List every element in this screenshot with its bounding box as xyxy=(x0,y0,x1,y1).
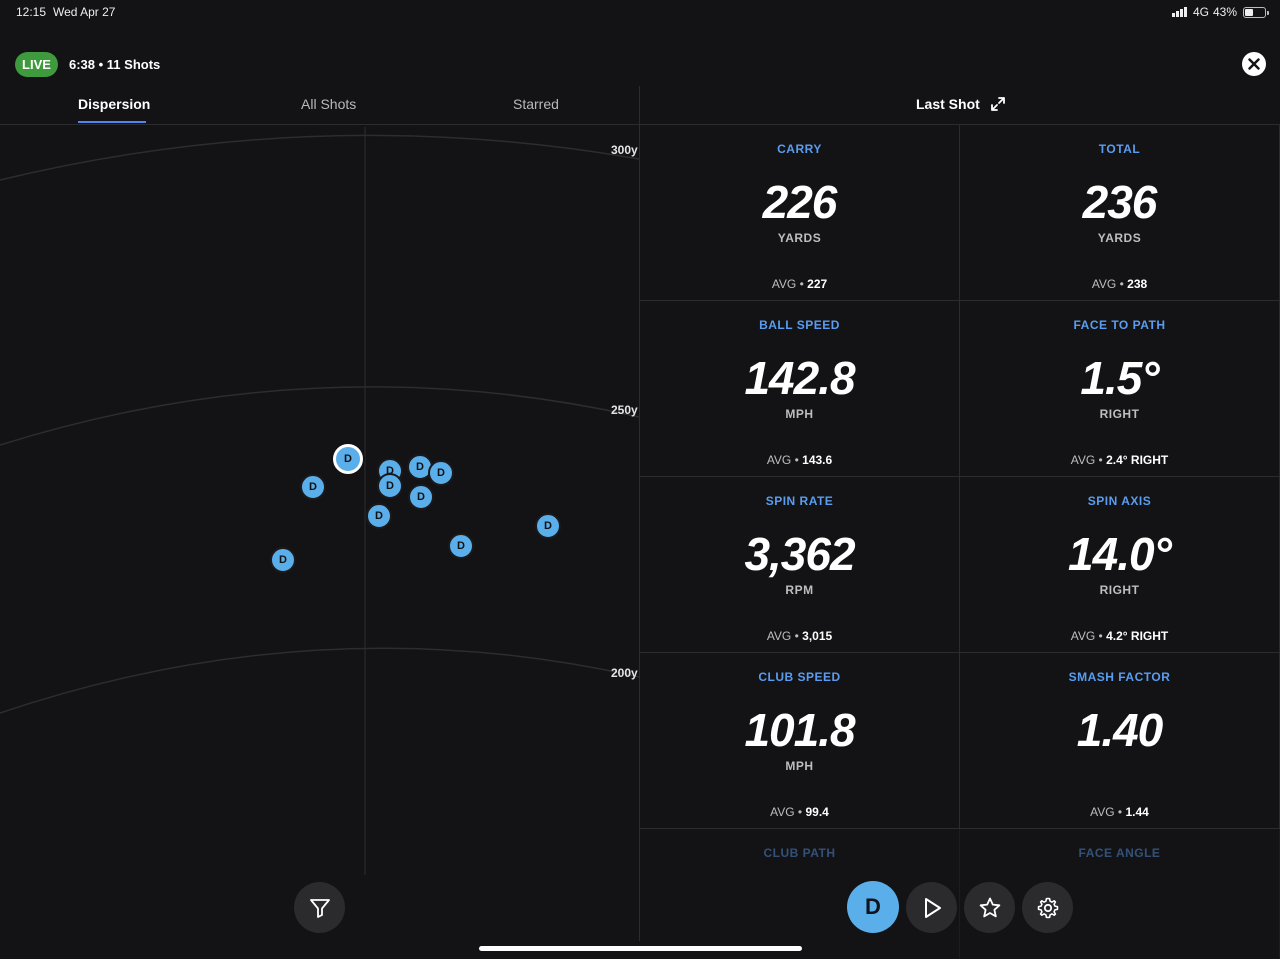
metric-label: CLUB PATH xyxy=(763,846,836,860)
shot-marker[interactable]: D xyxy=(448,533,474,559)
star-icon xyxy=(979,897,1000,917)
metric-club-path[interactable]: CLUB PATH xyxy=(640,829,960,959)
panel-divider xyxy=(639,86,640,941)
settings-button[interactable] xyxy=(1022,882,1073,933)
shot-marker[interactable]: D xyxy=(270,547,296,573)
star-button[interactable] xyxy=(964,882,1015,933)
range-arc-250 xyxy=(0,386,639,446)
shot-marker[interactable]: D xyxy=(300,474,326,500)
metric-label: FACE TO PATH xyxy=(1073,318,1166,332)
close-button[interactable] xyxy=(1242,52,1266,76)
metric-value: 14.0° xyxy=(1068,528,1172,580)
metric-unit: MPH xyxy=(785,407,814,421)
metric-label: CARRY xyxy=(777,142,822,156)
range-label-250: 250y xyxy=(611,403,638,417)
metric-club-speed[interactable]: CLUB SPEED 101.8 MPH AVG • 99.4 xyxy=(640,653,960,829)
tab-starred[interactable]: Starred xyxy=(513,96,559,112)
shot-marker[interactable]: D xyxy=(408,484,434,510)
dispersion-plot[interactable]: 300y 250y 200y D D D D D D D D D D D xyxy=(0,125,639,875)
metric-unit: RIGHT xyxy=(1099,583,1140,597)
status-right: 4G 43% xyxy=(1171,5,1269,19)
metric-unit: YARDS xyxy=(777,231,822,245)
metric-value: 101.8 xyxy=(744,704,855,756)
play-icon xyxy=(924,897,941,918)
range-arc-200 xyxy=(0,647,639,714)
header-divider xyxy=(0,124,1280,125)
tab-all-shots[interactable]: All Shots xyxy=(301,96,357,112)
metric-label: TOTAL xyxy=(1098,142,1141,156)
battery-percent: 43% xyxy=(1212,5,1237,19)
metric-unit: RPM xyxy=(785,583,814,597)
metric-avg: AVG • 238 xyxy=(1091,277,1148,291)
status-date: Wed Apr 27 xyxy=(53,5,116,19)
metric-total[interactable]: TOTAL 236 YARDS AVG • 238 xyxy=(960,125,1280,301)
metric-label: BALL SPEED xyxy=(759,318,840,332)
metric-label: CLUB SPEED xyxy=(758,670,841,684)
metric-ball-speed[interactable]: BALL SPEED 142.8 MPH AVG • 143.6 xyxy=(640,301,960,477)
metric-avg: AVG • 99.4 xyxy=(770,805,829,819)
metric-avg: AVG • 2.4° RIGHT xyxy=(1070,453,1169,467)
metric-value: 236 xyxy=(1082,176,1158,228)
last-shot-marker[interactable]: D xyxy=(333,444,363,474)
metric-value: 1.40 xyxy=(1076,704,1164,756)
metric-avg: AVG • 3,015 xyxy=(766,629,833,643)
metric-avg: AVG • 4.2° RIGHT xyxy=(1070,629,1169,643)
play-button[interactable] xyxy=(906,882,957,933)
metric-value: 226 xyxy=(762,176,838,228)
home-indicator[interactable] xyxy=(479,946,802,951)
metric-label: SPIN RATE xyxy=(765,494,834,508)
range-arcs xyxy=(0,127,639,875)
metrics-grid: CARRY 226 YARDS AVG • 227 TOTAL 236 YARD… xyxy=(640,125,1280,959)
expand-icon xyxy=(990,97,1005,111)
last-shot-title: Last Shot xyxy=(916,96,980,112)
metric-face-to-path[interactable]: FACE TO PATH 1.5° RIGHT AVG • 2.4° RIGHT xyxy=(960,301,1280,477)
shot-marker[interactable]: D xyxy=(377,473,403,499)
shot-marker[interactable]: D xyxy=(535,513,561,539)
filter-icon xyxy=(309,898,330,918)
active-tab-indicator xyxy=(78,121,146,123)
range-label-300: 300y xyxy=(611,143,638,157)
view-tabs: Dispersion All Shots Starred xyxy=(0,84,640,125)
live-badge: LIVE xyxy=(15,52,58,77)
network-type: 4G xyxy=(1192,5,1209,19)
metric-label: SPIN AXIS xyxy=(1087,494,1152,508)
metric-avg: AVG • 1.44 xyxy=(1090,805,1149,819)
shot-marker[interactable]: D xyxy=(366,503,392,529)
session-info: 6:38 • 11 Shots xyxy=(69,57,161,72)
metric-avg: AVG • 227 xyxy=(771,277,828,291)
metric-carry[interactable]: CARRY 226 YARDS AVG • 227 xyxy=(640,125,960,301)
last-shot-header[interactable]: Last Shot xyxy=(916,96,1006,112)
battery-icon xyxy=(1243,6,1269,18)
filter-button[interactable] xyxy=(294,882,345,933)
gear-icon xyxy=(1037,897,1058,918)
status-bar: 12:15 Wed Apr 27 4G 43% xyxy=(0,0,1280,24)
status-time: 12:15 xyxy=(16,5,47,19)
metric-unit: MPH xyxy=(785,759,814,773)
metric-spin-axis[interactable]: SPIN AXIS 14.0° RIGHT AVG • 4.2° RIGHT xyxy=(960,477,1280,653)
tab-dispersion[interactable]: Dispersion xyxy=(78,96,151,112)
metric-label: SMASH FACTOR xyxy=(1068,670,1171,684)
metric-value: 3,362 xyxy=(744,528,855,580)
metric-value: 1.5° xyxy=(1080,352,1159,404)
range-label-200: 200y xyxy=(611,666,638,680)
close-icon xyxy=(1248,58,1260,70)
range-arc-300 xyxy=(0,134,639,181)
club-select-button[interactable]: D xyxy=(847,881,899,933)
metric-unit: YARDS xyxy=(1097,231,1142,245)
shot-marker[interactable]: D xyxy=(428,460,454,486)
signal-icon xyxy=(1171,7,1187,17)
metric-unit: RIGHT xyxy=(1099,407,1140,421)
metric-value: 142.8 xyxy=(744,352,855,404)
metric-label: FACE ANGLE xyxy=(1078,846,1161,860)
metric-avg: AVG • 143.6 xyxy=(766,453,833,467)
metric-smash-factor[interactable]: SMASH FACTOR 1.40 AVG • 1.44 xyxy=(960,653,1280,829)
metric-spin-rate[interactable]: SPIN RATE 3,362 RPM AVG • 3,015 xyxy=(640,477,960,653)
